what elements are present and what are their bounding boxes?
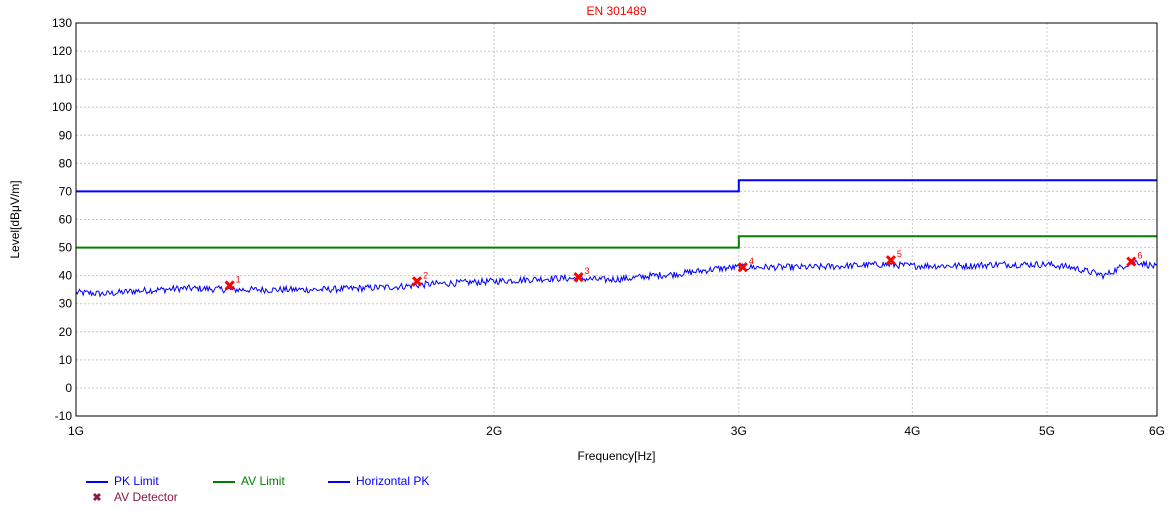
series-layer [75, 179, 1158, 298]
x-tick-label: 1G [68, 424, 84, 438]
y-tick-label: 100 [52, 100, 72, 114]
grid-lines [75, 22, 1158, 417]
marker-label-4: 4 [749, 256, 754, 266]
y-tick-label: 0 [65, 381, 72, 395]
x-tick-label: 3G [731, 424, 747, 438]
series-av-limit [76, 235, 1157, 249]
x-tick-label: 4G [904, 424, 920, 438]
y-tick-label: 60 [59, 213, 73, 227]
legend-swatch-horizontal-pk [328, 480, 350, 483]
x-tick-label: 5G [1039, 424, 1055, 438]
y-tick-label: 80 [59, 156, 73, 170]
legend-label-horizontal-pk: Horizontal PK [356, 474, 430, 488]
marker-label-2: 2 [423, 270, 428, 280]
marker-stroke [573, 271, 584, 283]
marker-stroke [224, 280, 235, 291]
legend-label-av-detector: AV Detector [114, 490, 178, 504]
legend-swatch-av-detector: ✖ [92, 492, 102, 504]
y-tick-label: 120 [52, 44, 72, 58]
av-detector-marker-5 [885, 255, 896, 266]
y-tick-labels: -10 0 10 20 30 40 50 60 70 80 90 100 110 120 130 [52, 16, 72, 423]
av-detector-marker-4 [737, 262, 748, 273]
series-pk-limit [76, 179, 1157, 193]
y-tick-label: 110 [53, 72, 72, 86]
y-tick-label: 40 [59, 269, 73, 283]
av-detector-marker-3 [573, 271, 584, 283]
plot-frame [75, 22, 1158, 417]
y-tick-label: 90 [59, 128, 73, 142]
y-axis-label: Level[dBμV/m] [8, 180, 22, 258]
marker-stroke [885, 255, 896, 266]
av-detector-marker-2 [412, 276, 423, 287]
legend-swatch-av-limit [213, 480, 235, 483]
marker-label-5: 5 [897, 249, 902, 259]
x-tick-label: 2G [486, 424, 502, 438]
legend-item-pk-limit: PK Limit [86, 474, 159, 488]
x-axis-label: Frequency[Hz] [577, 449, 655, 463]
marker-stroke [737, 262, 748, 273]
legend-label-av-limit: AV Limit [241, 474, 285, 488]
x-tick-label: 6G [1149, 424, 1165, 438]
legend-item-horizontal-pk: Horizontal PK [328, 474, 429, 488]
marker-label-3: 3 [585, 266, 590, 276]
y-tick-label: 20 [59, 325, 73, 339]
marker-stroke [412, 276, 423, 287]
marker-label-6: 6 [1137, 251, 1142, 261]
marker-layer: 1 2 3 4 5 6 [224, 249, 1142, 291]
y-tick-label: 30 [59, 297, 73, 311]
series-horizontal-pk [75, 259, 1158, 298]
y-tick-label: 130 [52, 16, 72, 30]
marker-stroke [1126, 256, 1137, 267]
chart-title: EN 301489 [586, 4, 646, 18]
legend-label-pk-limit: PK Limit [114, 474, 159, 488]
legend-item-av-detector: ✖ AV Detector [86, 490, 178, 504]
emission-chart: -10 0 10 20 30 40 50 60 70 80 90 100 110 120 130 1G 2G 3… [8, 4, 1165, 463]
y-tick-label: 70 [59, 184, 73, 198]
legend-swatch-pk-limit [86, 480, 108, 483]
y-tick-label: -10 [55, 409, 73, 423]
av-detector-marker-1 [224, 280, 235, 291]
x-tick-labels: 1G 2G 3G 4G 5G 6G [68, 424, 1165, 438]
y-tick-label: 50 [59, 241, 73, 255]
y-tick-label: 10 [59, 353, 73, 367]
legend-item-av-limit: AV Limit [213, 474, 285, 488]
av-detector-marker-6 [1126, 256, 1137, 267]
marker-label-1: 1 [236, 274, 241, 284]
